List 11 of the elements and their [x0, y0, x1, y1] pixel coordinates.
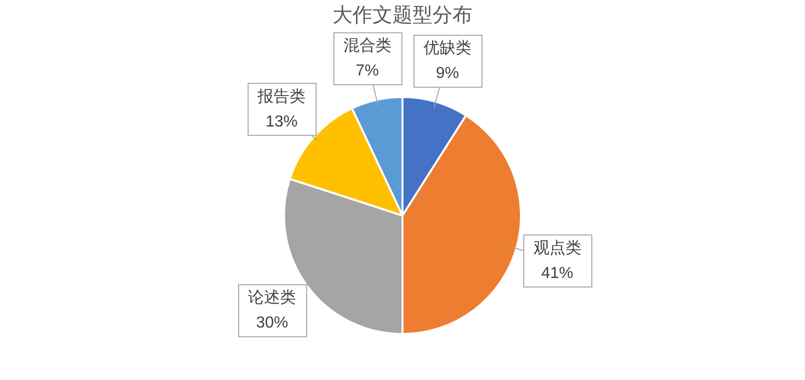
data-label: 7% — [356, 62, 379, 80]
slice-label: 报告类 — [256, 87, 306, 106]
chart-title: 大作文题型分布 — [332, 4, 472, 27]
data-label: 41% — [541, 264, 574, 282]
data-label: 13% — [266, 113, 298, 130]
slice-label: 论述类 — [248, 288, 296, 307]
data-label: 9% — [436, 65, 460, 82]
slice-label: 观点类 — [533, 238, 582, 257]
data-label: 30% — [256, 314, 288, 332]
slice-label: 混合类 — [343, 36, 392, 55]
slice-label: 优缺类 — [423, 39, 472, 58]
